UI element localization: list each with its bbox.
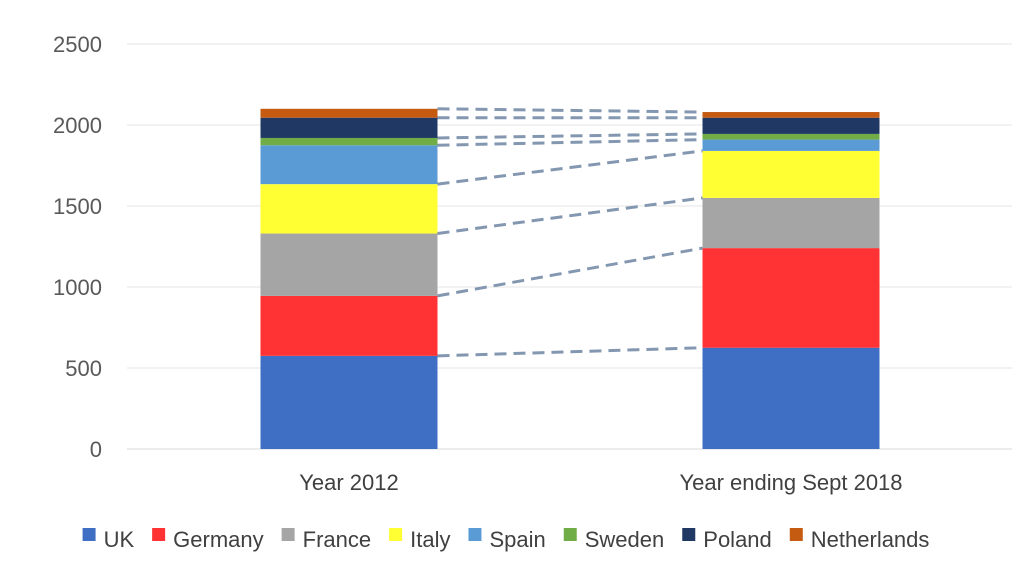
legend-item-italy: Italy xyxy=(389,527,450,552)
bar-segment-poland xyxy=(702,117,880,134)
bar-segment-sweden xyxy=(260,137,438,146)
legend-item-uk: UK xyxy=(82,527,135,552)
bar-segment-france xyxy=(260,233,438,296)
bar-segment-uk xyxy=(702,347,880,449)
connector-line xyxy=(437,132,703,140)
legend-label: Sweden xyxy=(585,527,665,552)
bar-segment-poland xyxy=(260,117,438,138)
legend-swatch xyxy=(468,528,482,541)
bar-segment-uk xyxy=(260,355,438,449)
legend-item-spain: Spain xyxy=(468,527,546,552)
y-tick-label: 1500 xyxy=(53,194,102,219)
legend: UK Germany France Italy Spain Sweden Poland Net… xyxy=(82,527,930,552)
legend-item-netherlands: Netherlands xyxy=(789,527,930,552)
legend-label: Germany xyxy=(173,527,263,552)
legend-item-france: France xyxy=(281,527,371,552)
bar-segment-netherlands xyxy=(702,112,880,118)
bar-segment-france xyxy=(702,197,880,249)
y-tick-label: 1000 xyxy=(53,275,102,300)
connector-line xyxy=(437,107,703,114)
y-tick-label: 2000 xyxy=(53,113,102,138)
connector-line xyxy=(437,149,703,186)
legend-swatch xyxy=(82,528,96,541)
connector-line xyxy=(437,196,703,236)
connector-line xyxy=(437,346,703,358)
y-axis: 0 500 1000 1500 2000 2500 xyxy=(53,32,102,462)
bars xyxy=(260,108,880,449)
connector-line xyxy=(437,138,703,147)
bar-segment-spain xyxy=(702,139,880,151)
legend-label: Netherlands xyxy=(811,527,930,552)
bar-segment-italy xyxy=(260,184,438,234)
connector-lines xyxy=(437,107,703,358)
legend-swatch xyxy=(789,528,803,541)
legend-label: France xyxy=(303,527,371,552)
legend-swatch xyxy=(682,528,696,541)
x-axis: Year 2012 Year ending Sept 2018 xyxy=(299,470,902,495)
bar-segment-italy xyxy=(702,150,880,198)
legend-item-poland: Poland xyxy=(682,527,772,552)
y-tick-label: 2500 xyxy=(53,32,102,57)
legend-label: Spain xyxy=(489,527,545,552)
legend-item-sweden: Sweden xyxy=(563,527,665,552)
legend-item-germany: Germany xyxy=(152,527,264,552)
bar-segment-netherlands xyxy=(260,108,438,118)
bar-segment-germany xyxy=(260,295,438,356)
x-category-label: Year ending Sept 2018 xyxy=(679,470,902,495)
y-tick-label: 0 xyxy=(90,437,102,462)
bar-segment-sweden xyxy=(702,133,880,140)
connector-line xyxy=(437,246,703,298)
legend-label: UK xyxy=(104,527,135,552)
x-category-label: Year 2012 xyxy=(299,470,399,495)
bar-segment-spain xyxy=(260,145,438,185)
legend-swatch xyxy=(563,528,577,541)
legend-label: Poland xyxy=(703,527,772,552)
bar-segment-germany xyxy=(702,248,880,348)
legend-swatch xyxy=(389,528,403,541)
legend-swatch xyxy=(152,528,166,541)
legend-swatch xyxy=(281,528,295,541)
legend-label: Italy xyxy=(410,527,450,552)
y-tick-label: 500 xyxy=(65,356,102,381)
